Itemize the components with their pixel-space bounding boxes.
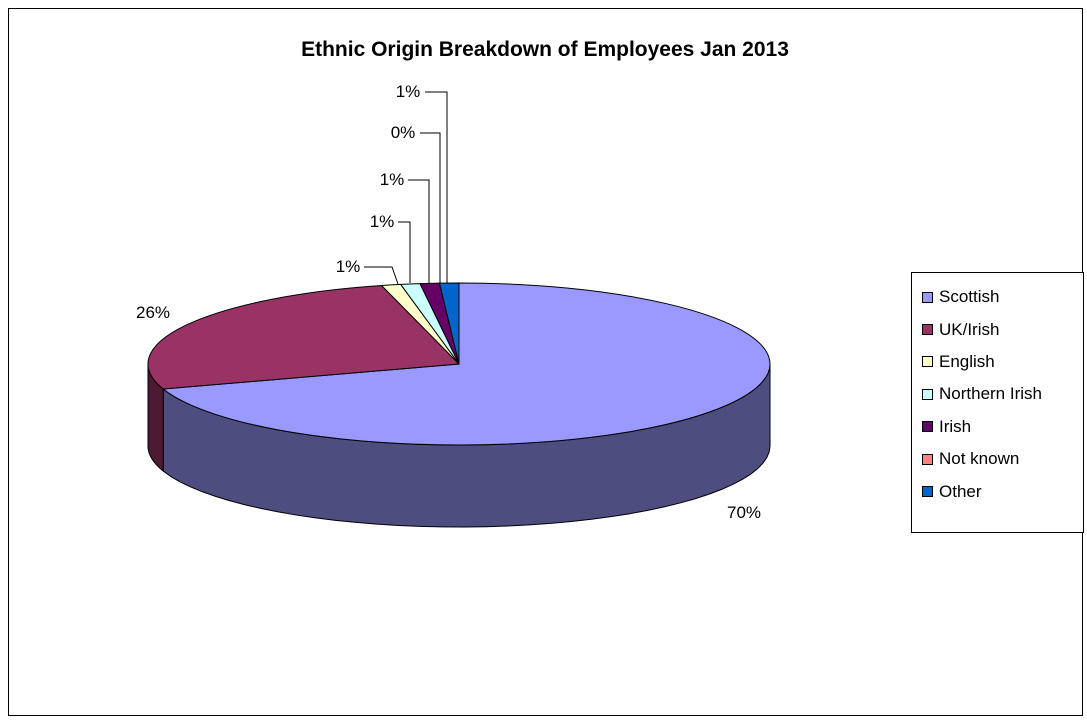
pie-data-labels: 70% 26% 1% 1% 1% 0% 1% (136, 82, 761, 522)
legend-label-other: Other (939, 481, 982, 501)
legend-entry-not-known: Not known (912, 443, 1083, 475)
legend-swatch-english (922, 356, 933, 368)
legend-label-irish: Irish (939, 416, 972, 436)
pie-slice-other (438, 282, 460, 365)
legend-label-uk-irish: UK/Irish (939, 319, 1000, 339)
legend-swatch-northern-irish (922, 388, 933, 400)
pie-chart: 70% 26% 1% 1% 1% 0% 1% (136, 82, 771, 528)
leader-line-irish (408, 179, 430, 283)
legend-label-english: English (939, 351, 995, 371)
legend-swatch-uk-irish (922, 324, 933, 336)
legend-swatch-scottish (922, 291, 933, 303)
legend-entry-uk-irish: UK/Irish (912, 313, 1083, 345)
legend-entry-english: English (912, 346, 1083, 378)
leader-line-english (364, 266, 399, 285)
data-label-scottish: 70% (727, 503, 761, 522)
legend-label-not-known: Not known (939, 449, 1020, 469)
data-label-northern-irish: 1% (370, 212, 395, 231)
legend-label-northern-irish: Northern Irish (939, 384, 1042, 404)
legend-entry-northern-irish: Northern Irish (912, 378, 1083, 410)
legend-swatch-irish (922, 421, 933, 433)
data-label-not-known: 0% (391, 123, 416, 142)
data-label-irish: 1% (380, 170, 405, 189)
pie-slice-scottish (161, 282, 771, 446)
pie-top (147, 282, 771, 446)
pie-slice-uk-irish (147, 285, 461, 390)
legend: Scottish UK/Irish English Northern Irish Iri… (911, 272, 1084, 533)
leader-line-northern-irish (398, 221, 411, 283)
leader-line-not-known (420, 132, 441, 283)
data-label-other: 1% (396, 82, 421, 101)
leader-line-other (425, 91, 448, 283)
legend-swatch-not-known (922, 453, 933, 465)
pie-leader-lines (364, 91, 448, 285)
data-label-english: 1% (336, 257, 361, 276)
legend-entry-scottish: Scottish (912, 281, 1083, 313)
chart-title: Ethnic Origin Breakdown of Employees Jan… (301, 38, 789, 61)
legend-entry-other: Other (912, 475, 1083, 507)
legend-label-scottish: Scottish (939, 287, 1000, 307)
legend-entry-irish: Irish (912, 411, 1083, 443)
legend-swatch-other (922, 486, 933, 498)
data-label-uk-irish: 26% (136, 303, 170, 322)
